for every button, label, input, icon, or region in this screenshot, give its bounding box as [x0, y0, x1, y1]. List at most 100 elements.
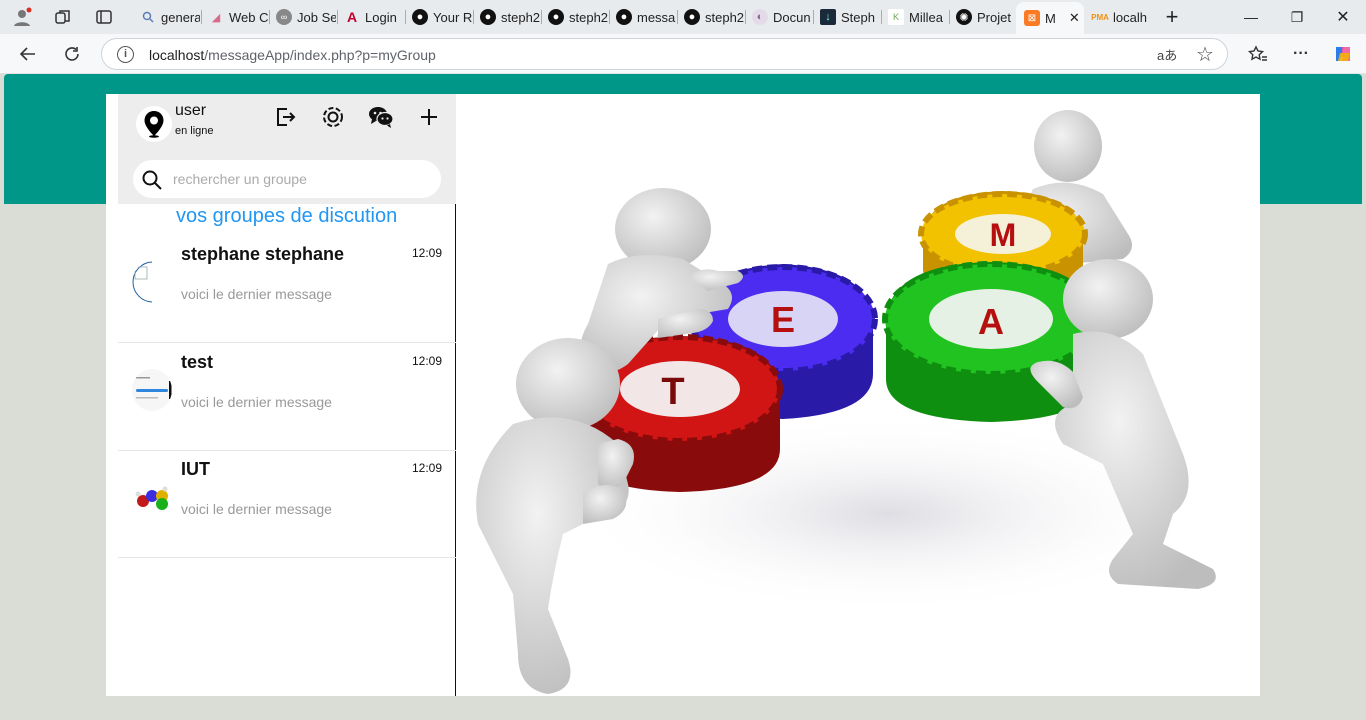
profile-icon[interactable]: [9, 5, 35, 29]
angular-icon: A: [346, 9, 358, 25]
tab-label: localh: [1113, 9, 1147, 25]
browser-tab[interactable]: K Millea: [882, 5, 948, 29]
gear-t: T: [577, 334, 783, 492]
github-icon: ●: [480, 9, 496, 25]
app-container: user en ligne: [106, 94, 1260, 696]
group-name: IUT: [181, 459, 210, 479]
tab-label: steph2: [501, 9, 540, 25]
tab-label: Projet: [977, 9, 1011, 25]
browser-tab[interactable]: ● steph2: [678, 5, 744, 29]
web-icon: ◢: [211, 11, 221, 24]
group-avatar: [132, 476, 172, 518]
group-name: stephane stephane: [181, 244, 345, 264]
tab-label: Web C: [229, 9, 268, 25]
tab-label: Steph: [841, 9, 875, 25]
close-window-icon[interactable]: ✕: [1336, 9, 1350, 26]
sidebar-header: user en ligne: [118, 94, 456, 154]
group-item[interactable]: test 12:09 voici le dernier message: [118, 344, 456, 451]
url-text[interactable]: localhost/messageApp/index.php?p=myGroup: [149, 47, 436, 63]
logout-icon[interactable]: [272, 104, 298, 130]
browser-toolbar: i localhost/messageApp/index.php?p=myGro…: [0, 34, 1366, 74]
search-icon[interactable]: [141, 169, 163, 191]
more-menu-icon[interactable]: ···: [1293, 45, 1309, 62]
browser-tab[interactable]: ✺ Projet: [950, 5, 1016, 29]
browser-tab[interactable]: ◢ Web C: [202, 5, 268, 29]
group-last-message: voici le dernier message: [181, 286, 332, 302]
svg-text:A: A: [978, 301, 1004, 342]
translate-icon[interactable]: aあ: [1157, 48, 1178, 63]
tab-label: steph2: [569, 9, 608, 25]
github-icon: ●: [412, 9, 428, 25]
team-illustration: E M A T: [458, 94, 1260, 696]
browser-tab[interactable]: ∞ Job Se: [270, 5, 336, 29]
browser-tab[interactable]: A Login: [338, 5, 404, 29]
tab-label: Docun: [773, 9, 811, 25]
group-avatar: [132, 369, 172, 411]
gear-a: A: [882, 261, 1100, 422]
xampp-icon: ⊠: [1024, 10, 1040, 26]
github-icon: ●: [684, 9, 700, 25]
group-last-message: voici le dernier message: [181, 501, 332, 517]
group-item[interactable]: stephane stephane 12:09 voici le dernier…: [118, 236, 456, 343]
tab-label: Job Se: [297, 9, 336, 25]
search-area: [118, 154, 456, 204]
browser-tab[interactable]: ● messa: [610, 5, 676, 29]
ai-icon: ✺: [956, 9, 972, 25]
status-icon[interactable]: [320, 104, 346, 130]
figure-left-bottom: [476, 338, 634, 694]
svg-text:T: T: [661, 371, 684, 413]
search-icon: [140, 9, 156, 25]
tab-label: messa: [637, 9, 676, 25]
tab-label: M: [1045, 10, 1056, 26]
browser-tab[interactable]: ↓ Steph: [814, 5, 880, 29]
browser-tab[interactable]: ● steph2: [474, 5, 540, 29]
sidebar: user en ligne: [118, 94, 456, 696]
browser-tab[interactable]: ◐ Docun: [746, 5, 812, 29]
page: user en ligne: [4, 74, 1362, 720]
svg-text:M: M: [990, 217, 1017, 253]
groups-heading: vos groupes de discution: [176, 205, 398, 227]
avatar[interactable]: [136, 106, 172, 142]
tab-label: Login: [365, 9, 397, 25]
user-status: en ligne: [175, 125, 214, 137]
tab-label: Your R: [433, 9, 472, 25]
minimize-icon[interactable]: —: [1244, 9, 1258, 25]
tab-actions-icon[interactable]: [91, 5, 117, 29]
browser-tab-active[interactable]: ⊠ M ✕: [1016, 2, 1084, 34]
close-tab-icon[interactable]: ✕: [1068, 10, 1080, 25]
add-group-icon[interactable]: [416, 104, 442, 130]
group-item[interactable]: IUT 12:09 voici le dernier message: [118, 451, 456, 558]
restore-icon[interactable]: ❐: [1290, 8, 1304, 25]
group-time: 12:09: [411, 246, 442, 260]
new-tab-icon[interactable]: +: [1165, 4, 1179, 29]
tab-label: Millea: [909, 9, 943, 25]
user-name: user: [175, 102, 207, 119]
browser-tab[interactable]: PMA localh: [1086, 5, 1152, 29]
copilot-icon[interactable]: [1328, 40, 1358, 68]
refresh-icon[interactable]: [57, 40, 87, 68]
group-time: 12:09: [411, 354, 442, 368]
app-icon: ↓: [820, 9, 836, 25]
group-last-message: voici le dernier message: [181, 394, 332, 410]
favorite-star-icon[interactable]: ☆: [1196, 44, 1214, 66]
tab-label: steph2: [705, 9, 744, 25]
search-box[interactable]: [133, 160, 441, 198]
chat-icon[interactable]: [368, 104, 394, 130]
github-icon: ●: [616, 9, 632, 25]
workspaces-icon[interactable]: [50, 5, 76, 29]
k-icon: K: [888, 9, 904, 25]
search-input[interactable]: [173, 167, 433, 191]
github-icon: ●: [548, 9, 564, 25]
svg-text:E: E: [771, 299, 795, 340]
browser-tab[interactable]: genera: [134, 5, 200, 29]
address-bar[interactable]: i localhost/messageApp/index.php?p=myGro…: [101, 38, 1228, 70]
favorites-icon[interactable]: [1243, 40, 1273, 68]
group-name: test: [181, 352, 214, 372]
site-info-icon[interactable]: i: [117, 46, 134, 63]
browser-tab[interactable]: ● steph2: [542, 5, 608, 29]
back-icon[interactable]: [13, 40, 43, 68]
browser-tab[interactable]: ● Your R: [406, 5, 472, 29]
link-icon: ∞: [276, 9, 292, 25]
figure-left-top: [580, 188, 743, 373]
doc-icon: ◐: [752, 9, 768, 25]
